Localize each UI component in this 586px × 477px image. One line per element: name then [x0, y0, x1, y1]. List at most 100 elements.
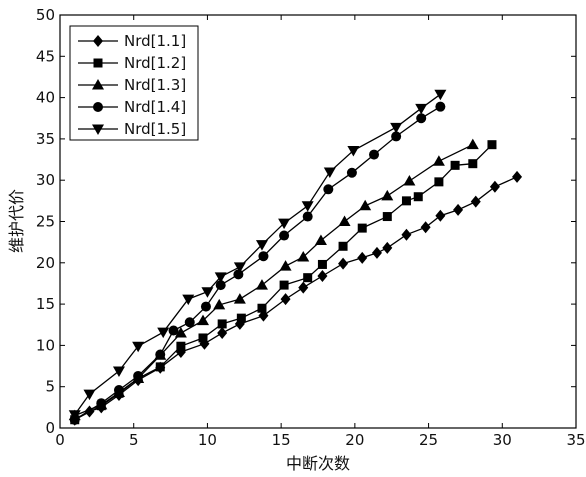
legend-marker	[93, 35, 103, 47]
y-tick-label: 0	[45, 419, 55, 437]
data-point	[512, 170, 523, 183]
data-point	[338, 241, 348, 251]
data-point	[255, 279, 268, 290]
data-point	[113, 385, 124, 396]
legend-label: Nrd[1.4]	[124, 98, 186, 116]
y-axis-title: 维护代价	[7, 189, 26, 253]
x-tick-label: 35	[566, 431, 585, 449]
data-point	[470, 195, 481, 208]
data-point	[157, 327, 170, 339]
x-tick-label: 20	[345, 431, 364, 449]
data-point	[214, 272, 227, 283]
data-point	[450, 160, 460, 170]
data-point	[198, 333, 208, 343]
data-point	[317, 270, 328, 283]
data-point	[401, 196, 411, 206]
data-point	[301, 201, 314, 212]
legend-item: Nrd[1.4]	[78, 98, 186, 116]
legend-item: Nrd[1.2]	[78, 54, 186, 72]
ticks: 0 5 10 15 20 25 30 35 0 5 10 15 20 25 30 35 40 45 50	[36, 6, 586, 449]
y-tick-label: 15	[36, 295, 55, 313]
data-point	[279, 230, 290, 241]
data-point	[302, 211, 313, 222]
data-point	[279, 280, 289, 290]
legend-box	[69, 25, 199, 141]
series-line	[74, 93, 441, 416]
data-point	[382, 212, 392, 222]
series-line	[74, 106, 441, 421]
data-point	[200, 301, 211, 312]
data-point	[155, 362, 165, 372]
data-point	[434, 177, 444, 187]
legend-label: Nrd[1.5]	[124, 120, 186, 138]
data-point	[236, 313, 246, 323]
x-axis-title: 中断次数	[286, 454, 350, 473]
data-point	[369, 149, 380, 160]
data-point	[338, 257, 349, 270]
legend-marker	[92, 124, 104, 135]
data-point	[176, 341, 186, 351]
data-point	[413, 192, 423, 202]
data-point	[453, 203, 464, 216]
data-point	[338, 215, 351, 226]
legend-label: Nrd[1.1]	[124, 32, 186, 50]
data-point	[297, 251, 310, 262]
data-point	[233, 269, 244, 280]
data-point	[255, 240, 268, 251]
data-point	[182, 294, 195, 306]
data-point	[346, 167, 357, 178]
y-tick-label: 45	[36, 47, 55, 65]
data-point	[112, 366, 125, 378]
y-tick-label: 10	[36, 336, 55, 354]
y-tick-label: 50	[36, 6, 55, 24]
data-point	[258, 251, 269, 262]
data-point	[174, 327, 187, 338]
data-point	[416, 113, 427, 124]
data-point	[298, 281, 309, 294]
data-point	[96, 398, 107, 409]
y-tick-label: 40	[36, 89, 55, 107]
data-point	[347, 145, 360, 157]
series-5	[68, 89, 447, 421]
data-point	[233, 262, 246, 273]
legend-marker	[93, 102, 103, 112]
data-point	[215, 280, 226, 291]
y-tick-label: 35	[36, 130, 55, 148]
data-point	[323, 167, 336, 178]
series-3	[68, 138, 479, 421]
y-tick-label: 20	[36, 254, 55, 272]
data-point	[403, 175, 416, 186]
data-point	[233, 293, 246, 304]
data-point	[487, 140, 497, 150]
legend-marker	[93, 58, 103, 68]
data-point	[132, 341, 145, 353]
data-point	[317, 259, 327, 269]
data-point	[435, 101, 446, 112]
data-point	[382, 241, 393, 254]
series-line	[74, 144, 493, 421]
data-point	[371, 246, 382, 259]
series-line	[74, 176, 518, 421]
data-point	[217, 319, 227, 329]
data-point	[434, 89, 447, 101]
data-point	[391, 131, 402, 142]
data-point	[68, 410, 81, 421]
data-point	[381, 189, 394, 201]
data-point	[466, 138, 479, 150]
data-point	[357, 223, 367, 233]
data-point	[359, 199, 372, 211]
legend-marker	[92, 79, 104, 90]
data-point	[279, 260, 292, 271]
x-tick-label: 0	[55, 431, 65, 449]
data-point	[390, 122, 403, 134]
data-point	[280, 293, 291, 306]
data-point	[435, 209, 446, 222]
series-4	[69, 101, 446, 425]
data-point	[213, 298, 226, 310]
x-tick-label: 25	[419, 431, 438, 449]
data-point	[401, 228, 412, 241]
x-tick-label: 30	[493, 431, 512, 449]
y-tick-label: 30	[36, 171, 55, 189]
x-tick-label: 15	[272, 431, 291, 449]
legend-item: Nrd[1.3]	[78, 76, 186, 94]
